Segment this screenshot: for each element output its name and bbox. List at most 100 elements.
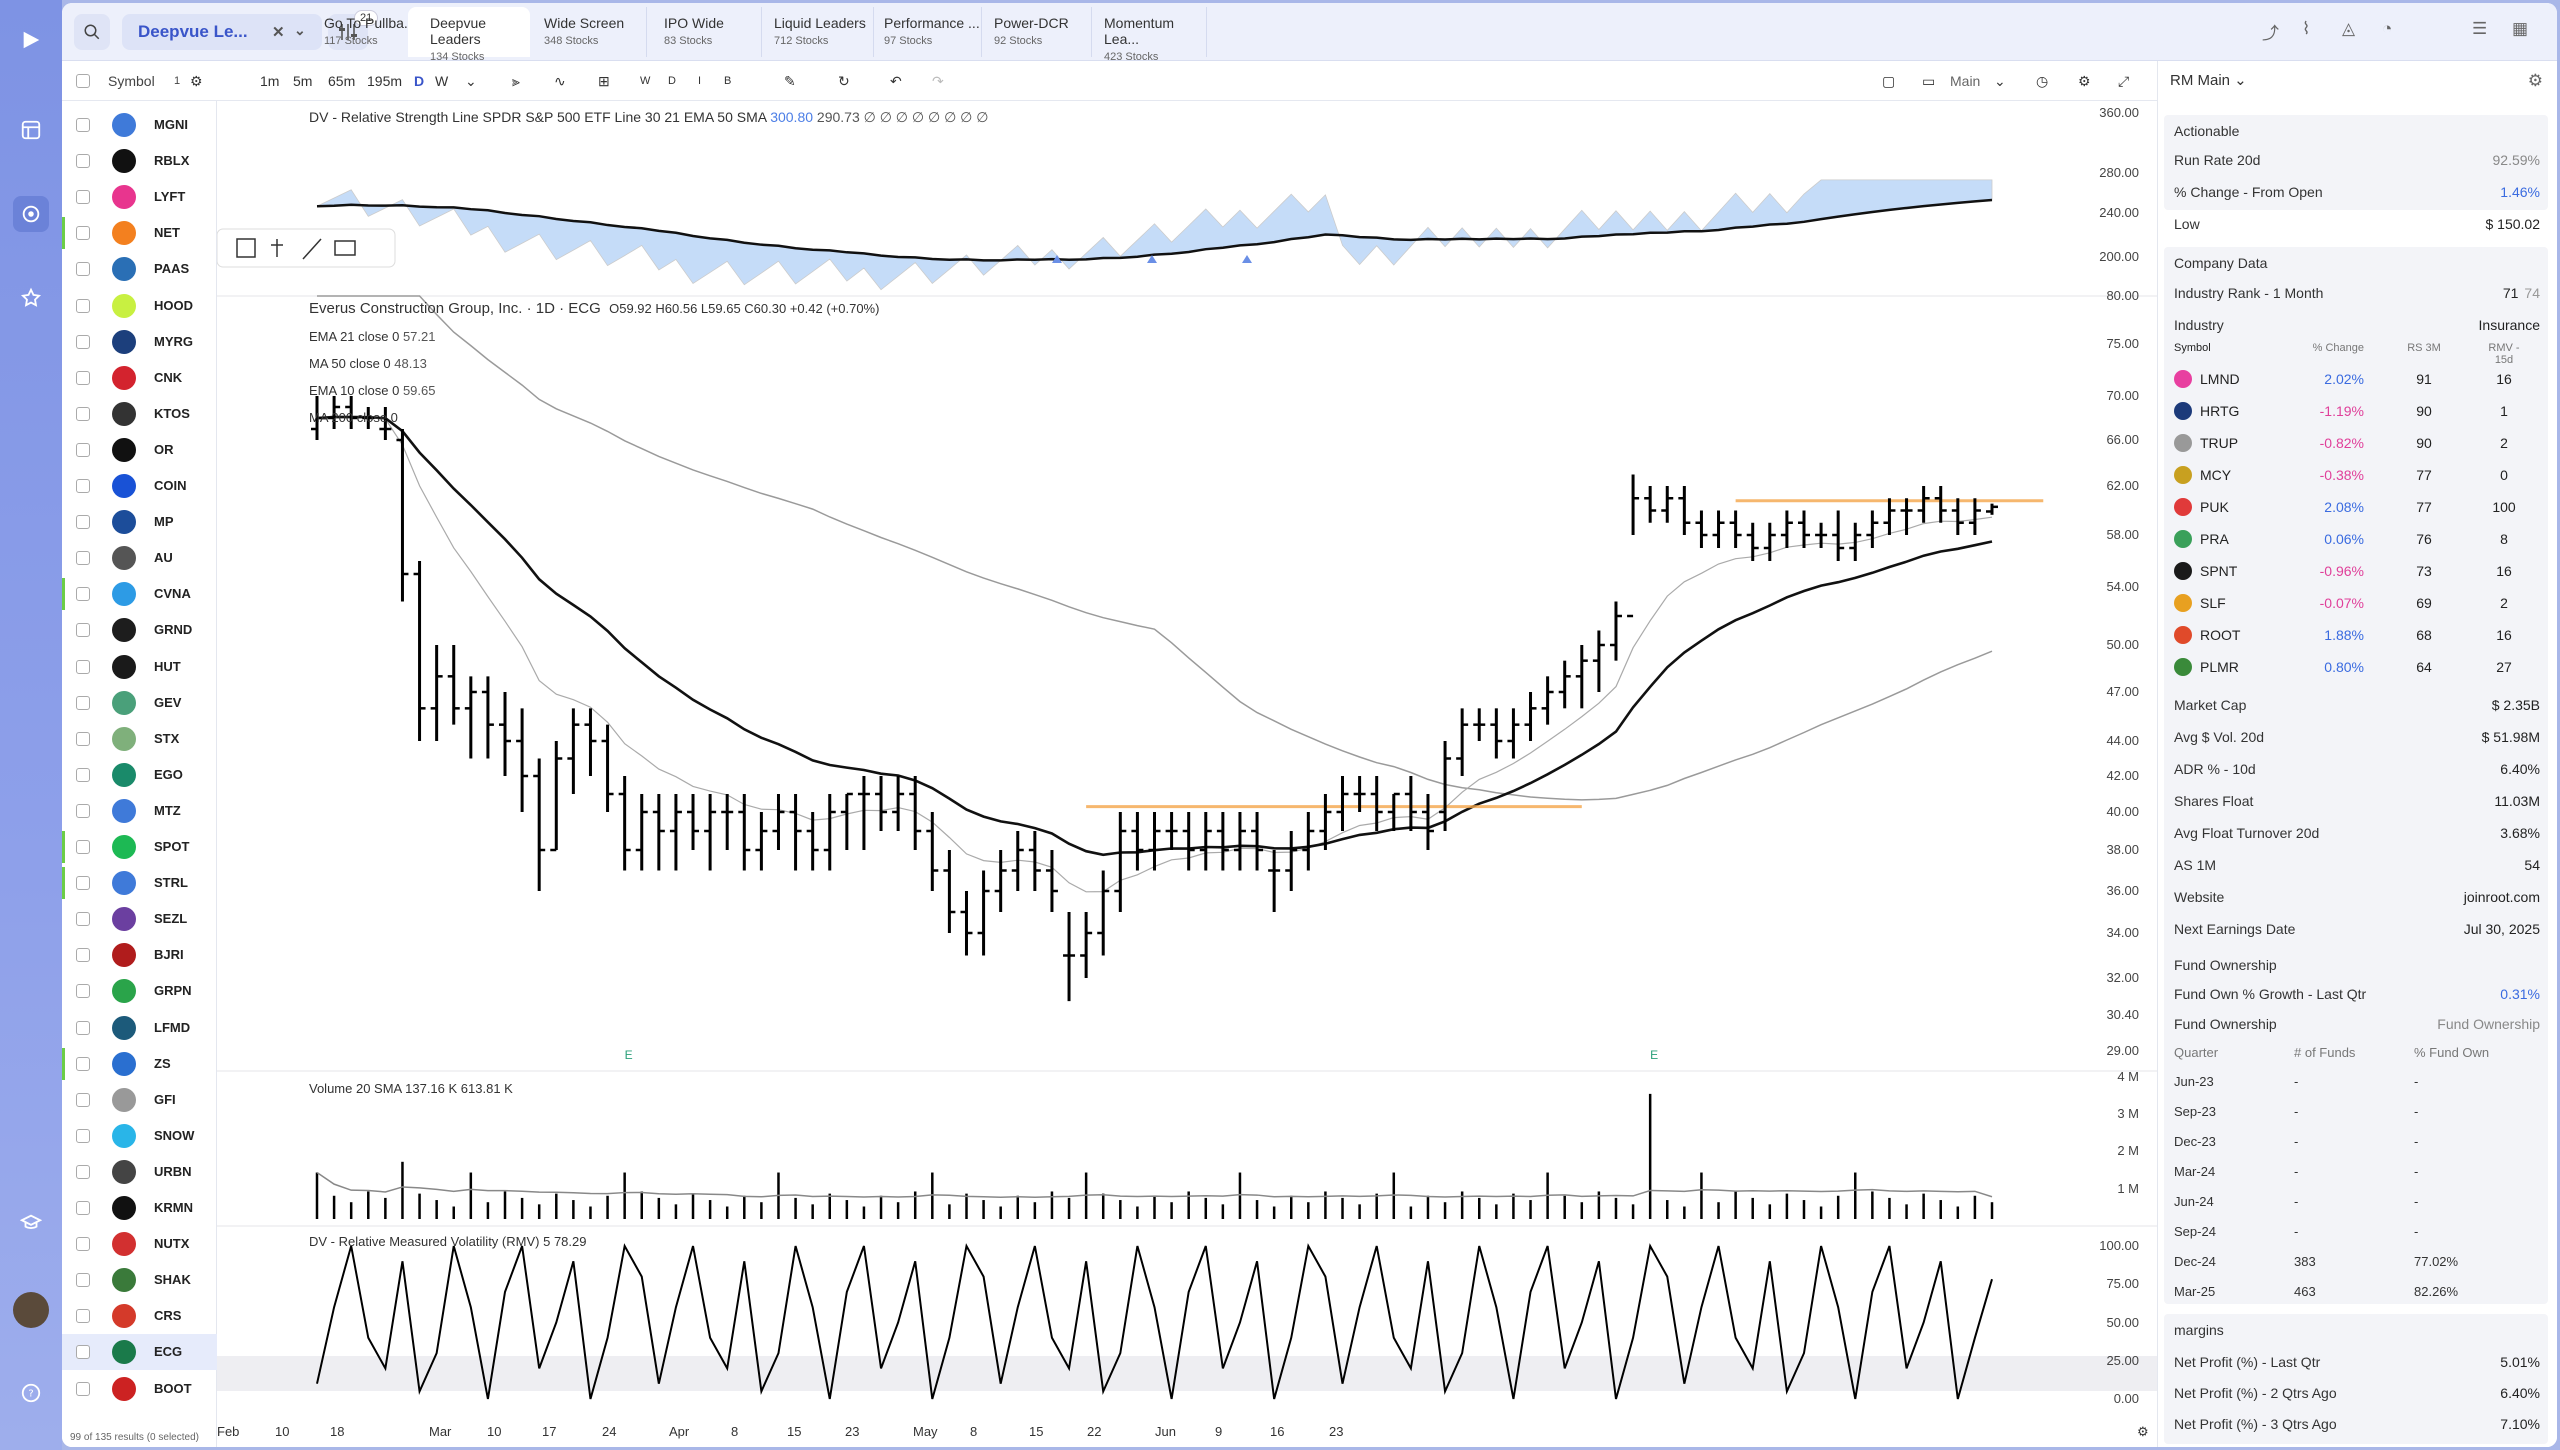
row-checkbox[interactable] xyxy=(76,298,90,313)
list-item[interactable]: GFI xyxy=(62,1082,217,1118)
tab-4[interactable]: Liquid Leaders 712 Stocks xyxy=(752,7,874,57)
stat-row[interactable]: Market Cap $ 2.35B xyxy=(2174,690,2540,720)
list-item[interactable]: SHAK xyxy=(62,1262,217,1298)
row-checkbox[interactable] xyxy=(76,876,90,891)
list-item[interactable]: LFMD xyxy=(62,1010,217,1046)
layout-grid-icon[interactable]: ⊞ xyxy=(598,73,610,89)
row-checkbox[interactable] xyxy=(76,226,90,241)
list-item[interactable]: SEZL xyxy=(62,901,217,937)
margin-row[interactable]: Net Profit (%) - 3 Qtrs Ago 7.10% xyxy=(2174,1409,2540,1439)
list-item[interactable]: HOOD xyxy=(62,288,217,324)
clear-icon[interactable]: ✕ xyxy=(272,24,285,41)
actionable-row[interactable]: Run Rate 20d 92.59% xyxy=(2174,145,2540,175)
row-checkbox[interactable] xyxy=(76,1345,90,1360)
industry-row[interactable]: MCY -0.38% 77 0 xyxy=(2174,459,2540,491)
list-item[interactable]: MGNI xyxy=(62,107,217,143)
row-checkbox[interactable] xyxy=(76,1237,90,1252)
industry-rank-row[interactable]: Industry Rank - 1 Month 71 74 xyxy=(2174,278,2540,308)
row-checkbox[interactable] xyxy=(76,948,90,963)
tab-6[interactable]: Power-DCR 92 Stocks xyxy=(972,7,1092,57)
list-item[interactable]: KRMN xyxy=(62,1190,217,1226)
row-checkbox[interactable] xyxy=(76,515,90,530)
tab-5[interactable]: Performance ... 97 Stocks xyxy=(862,7,982,57)
period-button-0[interactable]: W xyxy=(640,75,651,87)
settings-icon[interactable]: ⚙ xyxy=(190,73,203,89)
timeframe-2[interactable]: 65m xyxy=(328,73,356,89)
industry-row[interactable]: PLMR 0.80% 64 27 xyxy=(2174,651,2540,683)
period-button-2[interactable]: I xyxy=(698,75,702,87)
actionable-row[interactable]: % Change - From Open 1.46% xyxy=(2174,177,2540,207)
indicator-legend-2[interactable]: EMA 10 close 0 59.65 xyxy=(309,383,436,398)
row-checkbox[interactable] xyxy=(76,659,90,674)
list-item[interactable]: CNK xyxy=(62,360,217,396)
row-checkbox[interactable] xyxy=(76,1381,90,1396)
industry-row[interactable]: PUK 2.08% 77 100 xyxy=(2174,491,2540,523)
list-item[interactable]: EGO xyxy=(62,757,217,793)
row-checkbox[interactable] xyxy=(76,731,90,746)
chevron-down-icon[interactable]: ⌄ xyxy=(1994,73,2006,89)
row-checkbox[interactable] xyxy=(76,1128,90,1143)
screen-select[interactable]: Deepvue Le... ✕ ⌄ xyxy=(122,14,322,50)
list-item[interactable]: HUT xyxy=(62,649,217,685)
list-item[interactable]: SPOT xyxy=(62,829,217,865)
filter-button[interactable]: 21 xyxy=(328,10,379,50)
row-checkbox[interactable] xyxy=(76,803,90,818)
stat-row[interactable]: AS 1M 54 xyxy=(2174,850,2540,880)
row-checkbox[interactable] xyxy=(76,334,90,349)
timeframe-1[interactable]: 5m xyxy=(293,73,313,89)
list-item[interactable]: LYFT xyxy=(62,179,217,215)
list-item[interactable]: BOOT xyxy=(62,1371,217,1407)
stat-row[interactable]: Shares Float 11.03M xyxy=(2174,786,2540,816)
window-icon[interactable]: ▢ xyxy=(1882,73,1896,89)
axis-settings-icon[interactable]: ⚙ xyxy=(2137,1424,2149,1439)
row-checkbox[interactable] xyxy=(76,984,90,999)
row-checkbox[interactable] xyxy=(76,406,90,421)
row-checkbox[interactable] xyxy=(76,840,90,854)
select-all[interactable] xyxy=(62,61,92,101)
row-checkbox[interactable] xyxy=(76,118,90,132)
stat-row[interactable]: Avg Float Turnover 20d 3.68% xyxy=(2174,818,2540,848)
list-item[interactable]: MYRG xyxy=(62,324,217,360)
stat-row[interactable]: Next Earnings Date Jul 30, 2025 xyxy=(2174,914,2540,944)
panel-settings-icon[interactable]: ⚙ xyxy=(2527,71,2543,90)
list-item[interactable]: ZS xyxy=(62,1046,217,1082)
tab-7[interactable]: Momentum Lea... 423 Stocks xyxy=(1082,7,1207,63)
indicator-legend-1[interactable]: MA 50 close 0 48.13 xyxy=(309,356,427,371)
list-item[interactable]: NUTX xyxy=(62,1226,217,1262)
grid-view-icon[interactable]: ▦ xyxy=(2512,19,2529,38)
list-view-icon[interactable]: ☰ xyxy=(2472,19,2488,38)
chevron-down-icon[interactable]: ⌄ xyxy=(294,22,306,38)
list-item[interactable]: AU xyxy=(62,540,217,576)
industry-row[interactable]: ROOT 1.88% 68 16 xyxy=(2174,619,2540,651)
list-item[interactable]: GRND xyxy=(62,612,217,648)
dashboard-icon[interactable] xyxy=(13,112,49,148)
help-icon[interactable]: ? xyxy=(13,1375,49,1411)
list-item[interactable]: KTOS xyxy=(62,396,217,432)
industry-row[interactable]: SPNT -0.96% 73 16 xyxy=(2174,555,2540,587)
industry-row[interactable]: PRA 0.06% 76 8 xyxy=(2174,523,2540,555)
bell-icon[interactable]: ◔ xyxy=(2382,19,2393,38)
timeframe-4[interactable]: D xyxy=(414,73,425,89)
row-checkbox[interactable] xyxy=(76,1201,90,1215)
tab-3[interactable]: IPO Wide 83 Stocks xyxy=(642,7,762,57)
industry-row[interactable]: HRTG -1.19% 90 1 xyxy=(2174,395,2540,427)
list-item[interactable]: COIN xyxy=(62,468,217,504)
list-item[interactable]: SNOW xyxy=(62,1118,217,1154)
timeframe-5[interactable]: W xyxy=(435,73,449,89)
timeframe-3[interactable]: 195m xyxy=(367,73,403,89)
list-item[interactable]: PAAS xyxy=(62,251,217,287)
row-checkbox[interactable] xyxy=(76,1164,90,1179)
chart-settings-icon[interactable]: ⚙ xyxy=(2078,73,2091,89)
list-item[interactable]: STX xyxy=(62,721,217,757)
stat-row[interactable]: ADR % - 10d 6.40% xyxy=(2174,754,2540,784)
tab-1[interactable]: Deepvue Leaders 134 Stocks xyxy=(408,7,530,63)
stat-row[interactable]: Website joinroot.com xyxy=(2174,882,2540,912)
row-checkbox[interactable] xyxy=(76,1273,90,1288)
row-checkbox[interactable] xyxy=(76,154,90,169)
tab-2[interactable]: Wide Screen 348 Stocks xyxy=(522,7,647,57)
row-checkbox[interactable] xyxy=(76,623,90,638)
folder-icon[interactable]: ▭ xyxy=(1922,73,1936,89)
list-item[interactable]: URBN xyxy=(62,1154,217,1190)
margin-row[interactable]: Net Profit (%) - Last Qtr 5.01% xyxy=(2174,1347,2540,1377)
